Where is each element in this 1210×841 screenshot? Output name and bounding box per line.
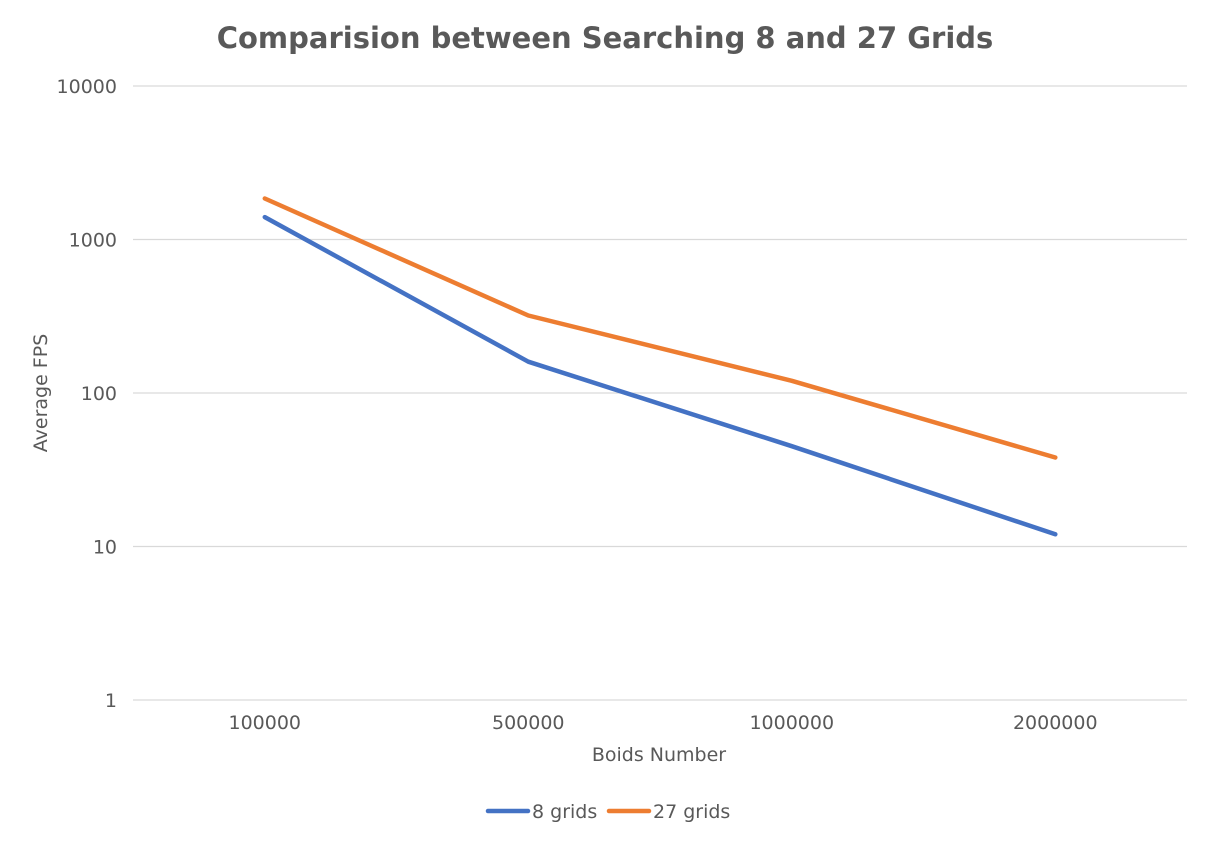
series-line-8-grids	[262, 214, 1058, 537]
legend-label: 27 grids	[653, 801, 730, 823]
legend-label: 8 grids	[532, 801, 597, 823]
series-line-27-grids	[262, 196, 1058, 460]
y-tick-label: 1	[105, 690, 117, 712]
x-tick-label: 2000000	[1013, 712, 1098, 734]
y-axis-tick-labels: 1 10 100 1000 10000	[57, 76, 117, 712]
chart-title: Comparision between Searching 8 and 27 G…	[217, 21, 994, 55]
series-lines	[262, 196, 1058, 537]
x-tick-label: 500000	[492, 712, 565, 734]
y-tick-label: 10	[93, 537, 117, 559]
gridlines	[133, 85, 1187, 701]
x-axis-tick-labels: 100000 500000 1000000 2000000	[228, 712, 1097, 734]
x-tick-label: 100000	[228, 712, 301, 734]
y-tick-label: 100	[81, 383, 117, 405]
y-tick-label: 1000	[69, 230, 117, 252]
x-tick-label: 1000000	[749, 712, 834, 734]
y-tick-label: 10000	[57, 76, 117, 98]
y-axis-title: Average FPS	[30, 334, 52, 453]
x-axis-title: Boids Number	[592, 744, 726, 766]
legend: 8 grids 27 grids	[485, 801, 730, 823]
